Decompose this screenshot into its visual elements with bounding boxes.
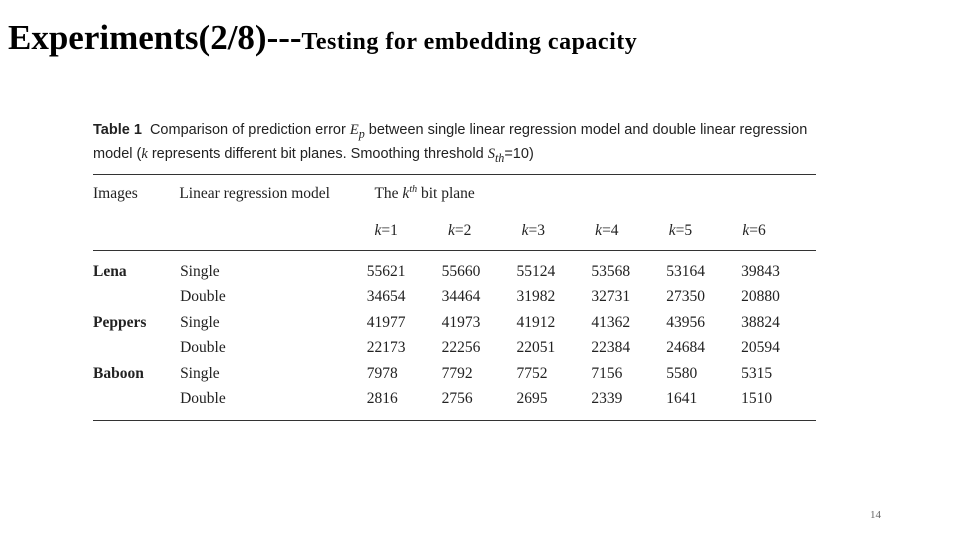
cell-value: 31982 (516, 288, 556, 306)
caption-text-2: between single linear regression model a… (93, 122, 808, 162)
table-top-rule (93, 173, 816, 175)
table-figure: Table 1 Comparison of prediction error E… (93, 120, 816, 421)
cell-image: Baboon (93, 364, 144, 382)
caption-k-var: k (141, 145, 148, 162)
cell-value: 32731 (591, 288, 631, 306)
cell-value: 41362 (591, 313, 631, 331)
cell-value: 22384 (591, 339, 631, 357)
header-model: Linear regression model (179, 184, 330, 202)
header-k-5: k=5 (668, 222, 693, 240)
caption-text-3: represents different bit planes. Smoothi… (151, 145, 484, 162)
cell-image: Peppers (93, 313, 147, 331)
cell-value: 41977 (366, 313, 406, 331)
cell-value: 43956 (666, 313, 705, 331)
cell-image (93, 284, 180, 310)
cell-value: 34654 (366, 288, 406, 306)
cell-value: 55124 (516, 262, 556, 280)
table-header-row: Images Linear regression model The kth b… (93, 175, 816, 213)
cell-model: Double (180, 390, 226, 408)
table-row: Peppers Single 41977 41973 41912 41362 43956 38… (93, 310, 816, 336)
cell-value: 7978 (366, 364, 398, 382)
cell-value: 2339 (591, 390, 623, 408)
header-k-3: k=3 (521, 222, 545, 240)
cell-value: 20594 (741, 339, 780, 357)
table-caption: Table 1 Comparison of prediction error E… (93, 120, 816, 168)
results-table: Images Linear regression model The kth b… (93, 175, 816, 250)
cell-model: Single (180, 313, 220, 331)
page-number: 14 (870, 509, 881, 521)
cell-value: 38824 (741, 313, 780, 331)
cell-value: 41912 (516, 313, 556, 331)
cell-image: Lena (93, 262, 127, 280)
header-k-1: k=1 (374, 222, 398, 240)
slide-title-main: Experiments(2/8)--- (8, 18, 302, 57)
results-table-body: Lena Single 55621 55660 55124 53568 53164 39843… (93, 251, 816, 420)
cell-value: 53568 (591, 262, 631, 280)
caption-label: Table 1 (93, 122, 142, 138)
cell-value: 53164 (666, 262, 705, 280)
table-row: Baboon Single 7978 7792 7752 7156 5580 5315 (93, 361, 816, 387)
cell-model: Double (180, 288, 226, 306)
header-k-2: k=2 (448, 222, 472, 240)
cell-model: Double (180, 339, 226, 357)
header-bitplane: The kth bit plane (374, 184, 475, 203)
cell-value: 2816 (366, 390, 398, 408)
cell-value: 1510 (741, 390, 773, 408)
header-k-6: k=6 (742, 222, 766, 240)
cell-model: Single (180, 364, 220, 382)
caption-threshold-value: =10) (504, 145, 534, 162)
cell-value: 5315 (741, 364, 773, 382)
table-mid-rule (93, 249, 816, 251)
slide-title: Experiments(2/8)---Testing for embedding… (8, 20, 637, 55)
cell-value: 2695 (516, 390, 548, 408)
cell-value: 5580 (666, 364, 698, 382)
cell-value: 34464 (441, 288, 481, 306)
slide-title-sub: Testing for embedding capacity (301, 29, 638, 55)
cell-value: 22051 (516, 339, 556, 357)
cell-value: 7792 (441, 364, 473, 382)
table-row: Double 2816 2756 2695 2339 1641 1510 (93, 386, 816, 412)
cell-value: 22173 (366, 339, 406, 357)
header-images: Images (93, 184, 138, 202)
caption-threshold: Sth (487, 145, 505, 165)
table-k-row: k=1 k=2 k=3 k=4 k=5 k=6 (93, 213, 816, 250)
table-bottom-rule (93, 419, 816, 421)
cell-value: 20880 (741, 288, 780, 306)
table-row: Lena Single 55621 55660 55124 53568 53164 39843 (93, 259, 816, 285)
caption-text-1: Comparison of prediction error (149, 122, 346, 138)
cell-value: 41973 (441, 313, 481, 331)
cell-image (93, 386, 180, 412)
cell-value: 7156 (591, 364, 623, 382)
header-k-4: k=4 (595, 222, 619, 240)
table-row: Double 22173 22256 22051 22384 24684 20594 (93, 335, 816, 361)
caption-symbol: Ep (349, 122, 365, 141)
cell-value: 39843 (741, 262, 780, 280)
cell-value: 55660 (441, 262, 481, 280)
cell-value: 1641 (666, 390, 698, 408)
cell-image (93, 335, 180, 361)
cell-value: 55621 (366, 262, 406, 280)
cell-value: 7752 (516, 364, 548, 382)
cell-value: 2756 (441, 390, 473, 408)
cell-value: 22256 (441, 339, 481, 357)
cell-value: 24684 (666, 339, 705, 357)
table-row: Double 34654 34464 31982 32731 27350 20880 (93, 284, 816, 310)
cell-value: 27350 (666, 288, 705, 306)
cell-model: Single (180, 262, 220, 280)
